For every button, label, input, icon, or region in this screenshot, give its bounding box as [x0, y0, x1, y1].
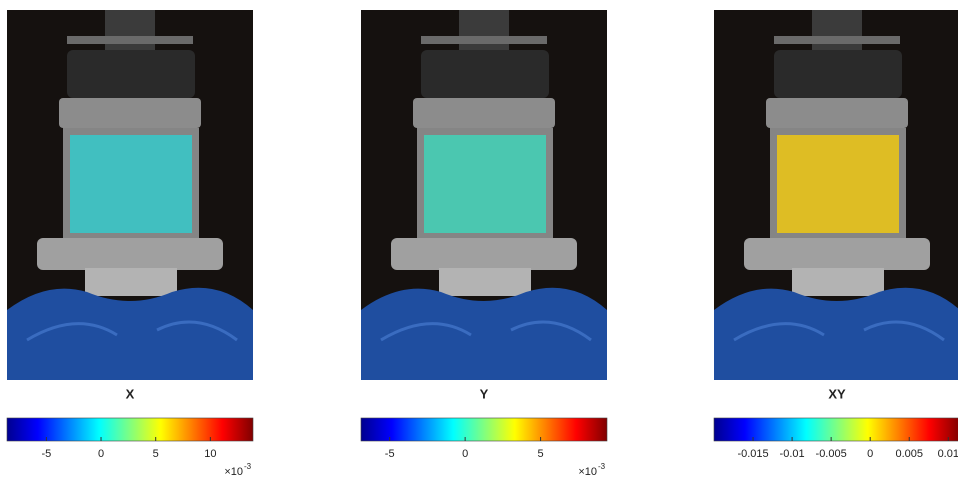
- colorbar: [7, 418, 253, 441]
- cover-bag: [7, 288, 253, 380]
- lower-platen: [37, 238, 223, 270]
- tick-label: 0: [98, 448, 104, 460]
- upper-platen: [59, 98, 201, 128]
- cover-bag: [714, 288, 958, 380]
- lower-block: [439, 268, 531, 296]
- scale-base: ×10: [224, 466, 243, 478]
- panel-title: XY: [828, 386, 846, 401]
- strain-field: [777, 135, 899, 233]
- scale-exponent: -3: [598, 462, 606, 471]
- colorbar: [361, 418, 607, 441]
- upper-block: [421, 50, 549, 98]
- lower-block: [85, 268, 177, 296]
- panel-title: Y: [480, 386, 489, 401]
- upper-platen: [413, 98, 555, 128]
- screw: [67, 36, 193, 44]
- strain-field: [424, 135, 546, 233]
- tick-label: 0: [462, 448, 468, 460]
- tick-label: -0.01: [780, 448, 805, 460]
- upper-block: [774, 50, 902, 98]
- tick-label: -0.015: [737, 448, 768, 460]
- tick-label: 10: [204, 448, 216, 460]
- tick-label: -0.005: [816, 448, 847, 460]
- tick-label: 0.005: [895, 448, 923, 460]
- lower-platen: [391, 238, 577, 270]
- tick-label: 0.01: [938, 448, 958, 460]
- tick-label: -5: [385, 448, 395, 460]
- upper-block: [67, 50, 195, 98]
- lower-platen: [744, 238, 930, 270]
- tick-label: 5: [153, 448, 159, 460]
- photo: [361, 10, 607, 380]
- figure: X-50510×10-3Y-505×10-3XY-0.015-0.01-0.00…: [0, 0, 958, 478]
- lower-block: [792, 268, 884, 296]
- tick-label: 0: [867, 448, 873, 460]
- tick-label: 5: [538, 448, 544, 460]
- screw: [421, 36, 547, 44]
- cover-bag: [361, 288, 607, 380]
- photo: [714, 10, 958, 380]
- panel-title: X: [126, 386, 135, 401]
- colorbar: [714, 418, 958, 441]
- scale-exponent: -3: [244, 462, 252, 471]
- screw: [774, 36, 900, 44]
- scale-base: ×10: [578, 466, 597, 478]
- photo: [7, 10, 253, 380]
- tick-label: -5: [41, 448, 51, 460]
- upper-platen: [766, 98, 908, 128]
- strain-field: [70, 135, 192, 233]
